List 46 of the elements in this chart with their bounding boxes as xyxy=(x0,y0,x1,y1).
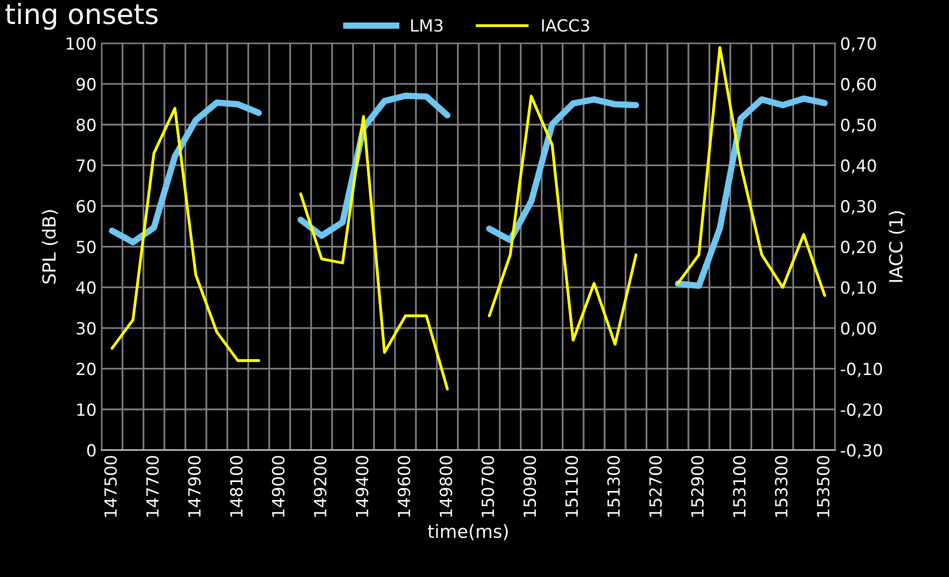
y2-tick-label: -0,30 xyxy=(840,444,882,458)
x-tick-label: 147700 xyxy=(146,456,159,517)
x-tick-label: 152900 xyxy=(691,456,704,517)
y-tick-label: 60 xyxy=(76,200,96,213)
y-tick-label: 40 xyxy=(76,281,96,294)
x-tick-label: 151300 xyxy=(607,456,620,517)
x-tick-label: 147500 xyxy=(104,456,117,517)
x-tick-label: 151100 xyxy=(565,456,578,517)
x-axis-title: time(ms) xyxy=(428,524,508,540)
x-tick-label: 149600 xyxy=(398,456,410,517)
x-tick-label: 149400 xyxy=(356,456,368,517)
x-tick-label: 149000 xyxy=(272,456,285,517)
y-tick-label: 80 xyxy=(76,118,96,132)
x-tick-label: 147900 xyxy=(188,456,201,517)
y-axis-title: SPL (dB) xyxy=(42,210,58,284)
y-tick-label: 70 xyxy=(76,159,96,172)
y2-tick-label: -0,20 xyxy=(840,403,882,418)
y-tick-label: 30 xyxy=(76,322,96,335)
y-tick-label: 10 xyxy=(77,403,96,416)
y-tick-label: 20 xyxy=(76,362,96,376)
x-tick-label: 153300 xyxy=(774,456,788,517)
y2-tick-label: 0,00 xyxy=(841,322,876,336)
y2-tick-label: -0,10 xyxy=(840,362,882,377)
y-tick-label: 100 xyxy=(66,37,96,50)
y2-tick-label: 0,20 xyxy=(841,240,876,255)
x-tick-label: 150700 xyxy=(482,456,494,517)
y2-tick-label: 0,70 xyxy=(841,37,876,52)
y2-tick-label: 0,40 xyxy=(841,159,876,174)
y2-axis-title: IACC (1) xyxy=(888,211,905,282)
y-tick-label: 90 xyxy=(76,78,96,91)
y2-tick-label: 0,50 xyxy=(841,118,876,133)
y2-tick-label: 0,30 xyxy=(841,200,876,214)
y2-tick-label: 0,60 xyxy=(841,78,876,92)
x-tick-label: 149200 xyxy=(314,456,326,517)
legend-label: LM3 xyxy=(411,19,443,32)
chart-title: ting onsets xyxy=(5,2,158,30)
x-tick-label: 148100 xyxy=(230,456,243,517)
x-tick-label: 150900 xyxy=(523,456,536,517)
y2-tick-label: 0,10 xyxy=(841,281,876,296)
y-tick-label: 50 xyxy=(76,240,96,254)
legend-label: IACC3 xyxy=(542,19,590,32)
x-tick-label: 152700 xyxy=(649,456,662,517)
y-tick-label: 0 xyxy=(87,444,96,457)
x-tick-label: 153100 xyxy=(733,456,746,517)
x-tick-label: 149800 xyxy=(440,456,452,517)
x-tick-label: 153500 xyxy=(816,456,830,517)
